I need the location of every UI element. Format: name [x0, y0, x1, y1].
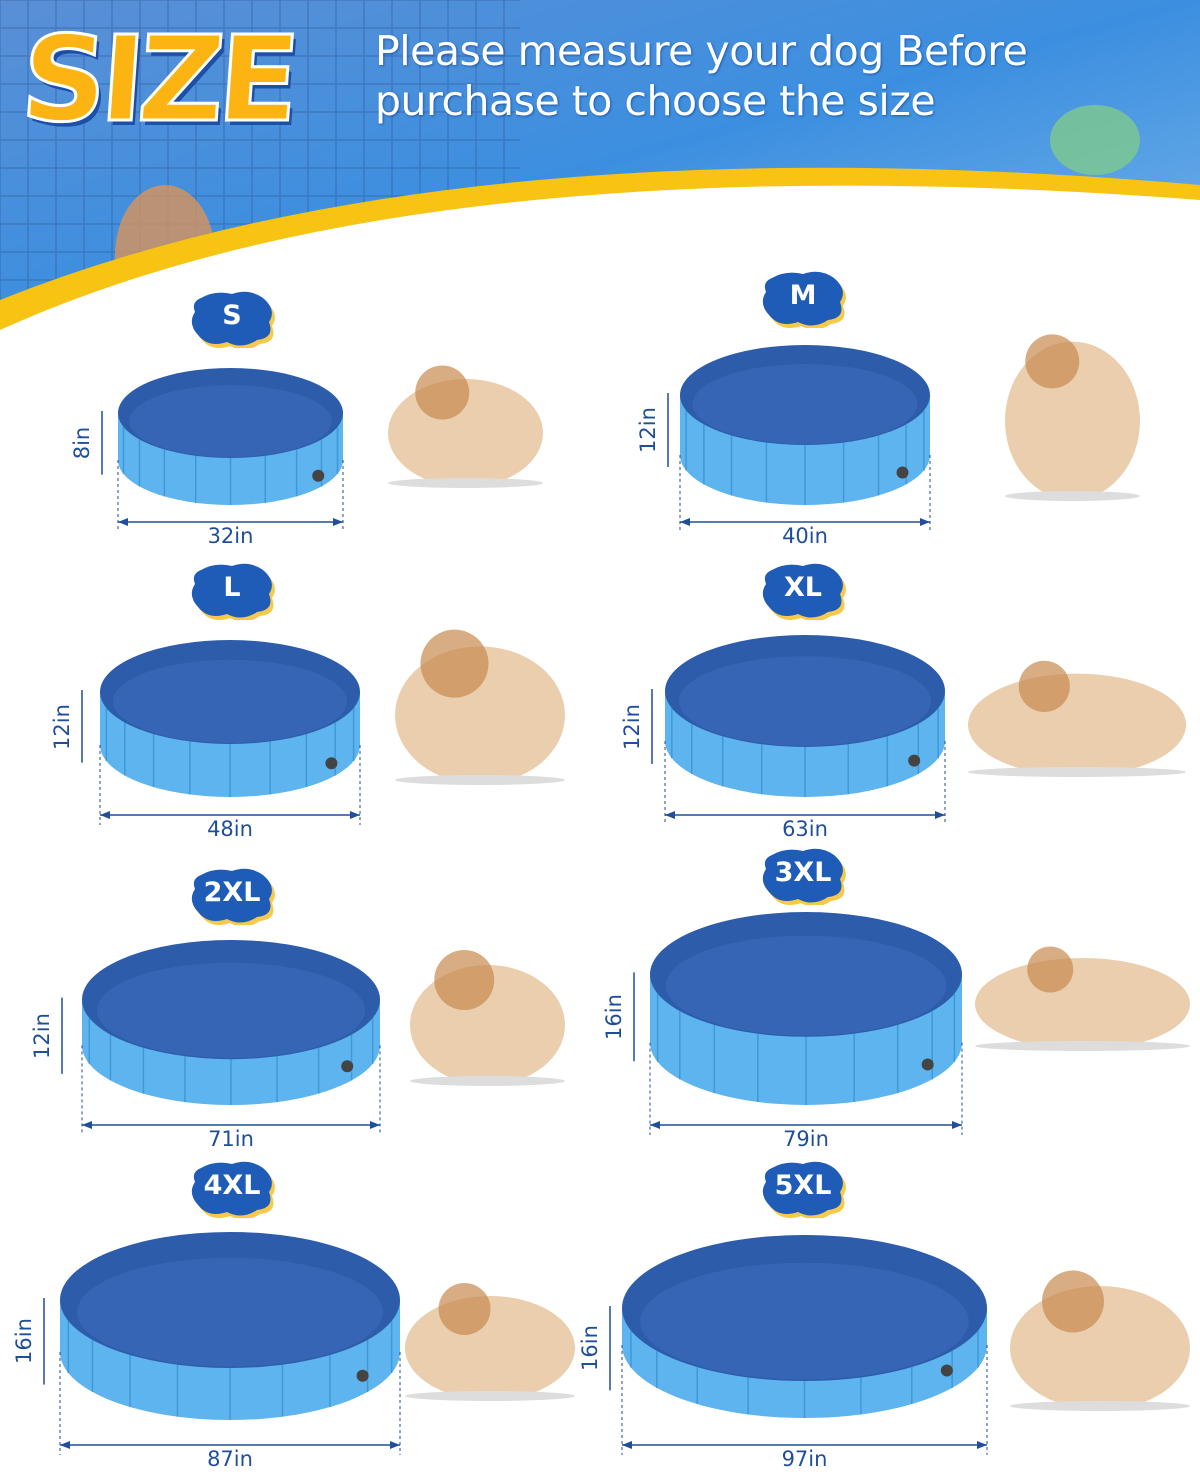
splash-badge-icon: [762, 848, 846, 905]
drain-plug-icon: [940, 1364, 953, 1377]
photo-3xl: [975, 946, 1190, 1051]
diameter-label: 97in: [781, 1447, 828, 1471]
size-label: 5XL: [774, 1170, 832, 1201]
height-label: 16in: [602, 993, 626, 1040]
pool-4xl: [43, 1232, 401, 1455]
photo-m: [1005, 334, 1140, 501]
photo-s: [388, 365, 543, 488]
height-label: 12in: [636, 407, 660, 454]
drain-plug-icon: [312, 469, 325, 482]
size-label: 3XL: [774, 857, 832, 888]
pool-5xl: [609, 1235, 988, 1455]
splash-badge-icon: [191, 563, 275, 620]
size-badge: 5XL: [758, 1158, 848, 1218]
pool-2xl: [61, 940, 381, 1135]
size-badge: L: [187, 560, 277, 620]
size-badge: 2XL: [187, 865, 277, 925]
size-badge: S: [187, 288, 277, 348]
splash-badge-icon: [191, 291, 275, 348]
height-label: 12in: [30, 1012, 54, 1059]
size-badge: 3XL: [758, 845, 848, 905]
drain-plug-icon: [325, 757, 338, 770]
pool-m: [667, 345, 931, 532]
splash-badge-icon: [762, 271, 846, 328]
subtitle: Please measure your dog Before purchase …: [375, 26, 1028, 126]
size-label: L: [223, 572, 241, 603]
height-label: 8in: [70, 426, 94, 460]
diameter-label: 48in: [207, 817, 253, 841]
size-badge: 4XL: [187, 1158, 277, 1218]
size-label: S: [222, 300, 242, 331]
pool-xl: [651, 635, 946, 825]
size-label: XL: [783, 572, 823, 603]
subtitle-line-1: Please measure your dog Before: [375, 27, 1028, 75]
photo-5xl: [1010, 1270, 1190, 1411]
pool-background-image: [0, 0, 1200, 330]
drain-plug-icon: [921, 1058, 934, 1071]
drain-plug-icon: [908, 754, 921, 767]
subtitle-line-2: purchase to choose the size: [375, 77, 936, 125]
drain-plug-icon: [341, 1060, 354, 1073]
splash-badge-icon: [191, 1161, 275, 1218]
height-label: 12in: [50, 703, 74, 750]
photo-2xl: [410, 950, 565, 1086]
size-badge: XL: [758, 560, 848, 620]
diameter-label: 63in: [782, 817, 828, 841]
pool-l: [81, 640, 361, 825]
height-label: 16in: [578, 1325, 602, 1372]
drain-plug-icon: [896, 466, 909, 479]
diameter-label: 79in: [783, 1127, 829, 1151]
header-banner: SIZE Please measure your dog Before purc…: [0, 0, 1200, 330]
size-label: 4XL: [203, 1170, 261, 1201]
drain-plug-icon: [356, 1369, 369, 1382]
size-badge: M: [758, 268, 848, 328]
diameter-label: 32in: [207, 524, 254, 548]
diameter-label: 40in: [782, 524, 828, 548]
diameter-label: 87in: [207, 1447, 253, 1471]
pool-3xl: [633, 912, 963, 1135]
splash-badge-icon: [762, 1161, 846, 1218]
diameter-label: 71in: [208, 1127, 254, 1151]
photo-l: [395, 629, 565, 785]
size-label: M: [789, 280, 817, 311]
photo-4xl: [405, 1283, 575, 1401]
pool-s: [101, 368, 344, 532]
size-label: 2XL: [203, 877, 261, 908]
photo-xl: [968, 660, 1186, 777]
height-label: 16in: [12, 1318, 36, 1365]
splash-badge-icon: [191, 868, 275, 925]
height-label: 12in: [620, 703, 644, 750]
splash-badge-icon: [762, 563, 846, 620]
